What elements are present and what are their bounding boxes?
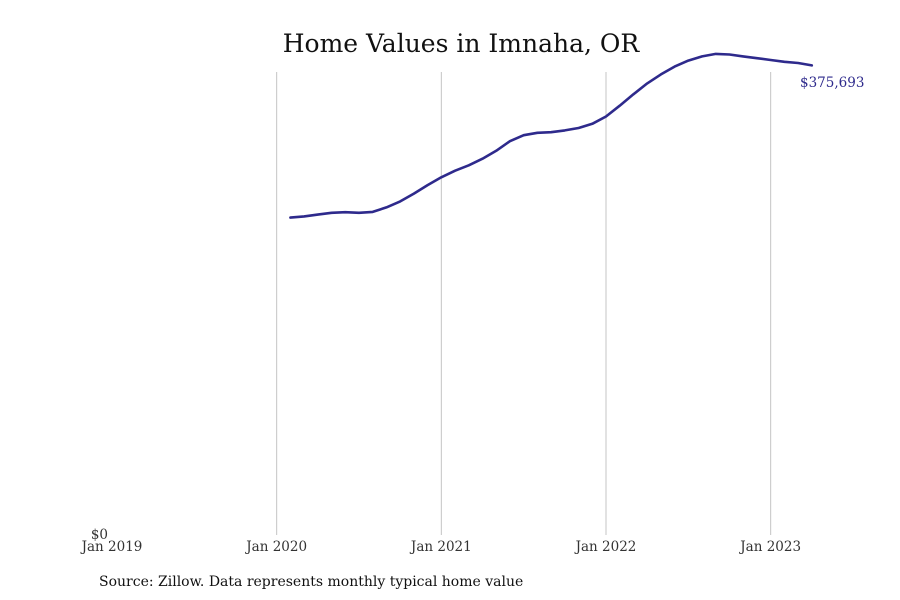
source-note: Source: Zillow. Data represents monthly … [99,574,523,590]
x-tick-label: Jan 2022 [574,539,637,555]
x-tick-label: Jan 2020 [244,539,307,555]
chart-title: Home Values in Imnaha, OR [283,29,641,58]
x-tick-label: Jan 2023 [738,539,801,555]
series-line-group [289,52,814,219]
gridlines [276,72,772,535]
y-axis-ticks: $0 [91,527,108,543]
end-value-label: $375,693 [800,75,864,91]
x-tick-label: Jan 2019 [80,539,143,555]
home-value-line [289,52,814,219]
x-tick-label: Jan 2021 [409,539,472,555]
y-tick-label: $0 [91,527,108,543]
x-axis-ticks: Jan 2019 Jan 2020 Jan 2021 Jan 2022 Jan 2023 [80,539,801,555]
